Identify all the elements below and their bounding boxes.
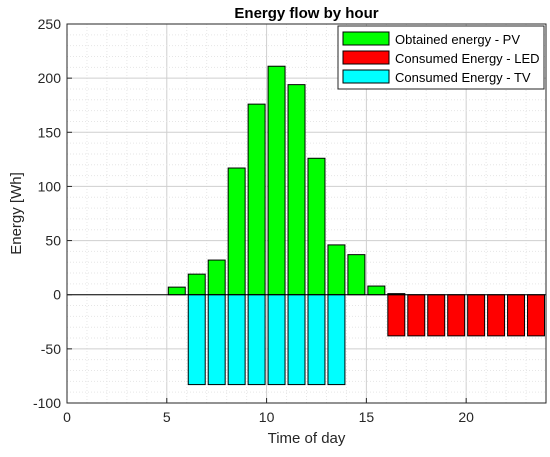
x-tick-label: 0: [63, 409, 71, 425]
bar-series-1: [527, 294, 546, 337]
x-tick-label: 20: [458, 409, 474, 425]
bar-series-2: [187, 294, 206, 386]
y-axis-label: Energy [Wh]: [8, 172, 25, 255]
y-tick-label: 150: [38, 124, 62, 140]
y-tick-label: 50: [45, 233, 61, 249]
x-tick-label: 15: [359, 409, 375, 425]
ticks-layer: 0 5 10 15 20 -100 -50 0 50 100 150 200 250: [33, 16, 474, 425]
legend-label: Consumed Energy - TV: [395, 70, 531, 85]
bar-series-1: [467, 294, 486, 337]
plot-frame: [66, 23, 547, 404]
bar-series-1: [447, 294, 466, 337]
bar-series-0: [167, 286, 186, 296]
bar-series-0: [187, 273, 206, 296]
bar-series-1: [427, 294, 446, 337]
y-tick-label: 0: [53, 287, 61, 303]
bar-series-0: [347, 254, 366, 296]
y-tick-label: 250: [38, 16, 62, 32]
y-tick-label: 200: [38, 70, 62, 86]
bar-series-1: [487, 294, 506, 337]
legend-swatch: [342, 69, 390, 84]
y-tick-label: -50: [41, 341, 61, 357]
bar-series-2: [247, 294, 266, 386]
bar-series-0: [307, 157, 326, 296]
y-tick-label: 100: [38, 178, 62, 194]
bar-series-2: [267, 294, 286, 386]
y-tick-label: -100: [33, 395, 61, 411]
bar-series-0: [287, 84, 306, 296]
bar-series-2: [327, 294, 346, 386]
bar-series-2: [227, 294, 246, 386]
legend-swatch: [342, 50, 390, 65]
bar-series-2: [207, 294, 226, 386]
legend-label: Consumed Energy - LED: [395, 51, 540, 66]
bar-series-0: [207, 259, 226, 296]
chart-title: Energy flow by hour: [234, 5, 378, 22]
bar-series-0: [327, 244, 346, 296]
bar-series-0: [227, 167, 246, 296]
x-axis-label: Time of day: [268, 430, 346, 447]
x-tick-label: 5: [163, 409, 171, 425]
bars-layer: [67, 65, 546, 386]
bar-series-2: [287, 294, 306, 386]
bar-series-0: [267, 65, 286, 296]
bar-series-2: [307, 294, 326, 386]
bar-series-1: [387, 294, 406, 337]
bar-series-1: [407, 294, 426, 337]
bar-series-0: [247, 103, 266, 296]
bar-series-0: [367, 285, 386, 296]
bar-series-1: [507, 294, 526, 337]
legend-swatch: [342, 31, 390, 46]
x-tick-label: 10: [259, 409, 275, 425]
legend: Obtained energy - PV Consumed Energy - LE…: [337, 25, 545, 90]
legend-label: Obtained energy - PV: [395, 32, 520, 47]
